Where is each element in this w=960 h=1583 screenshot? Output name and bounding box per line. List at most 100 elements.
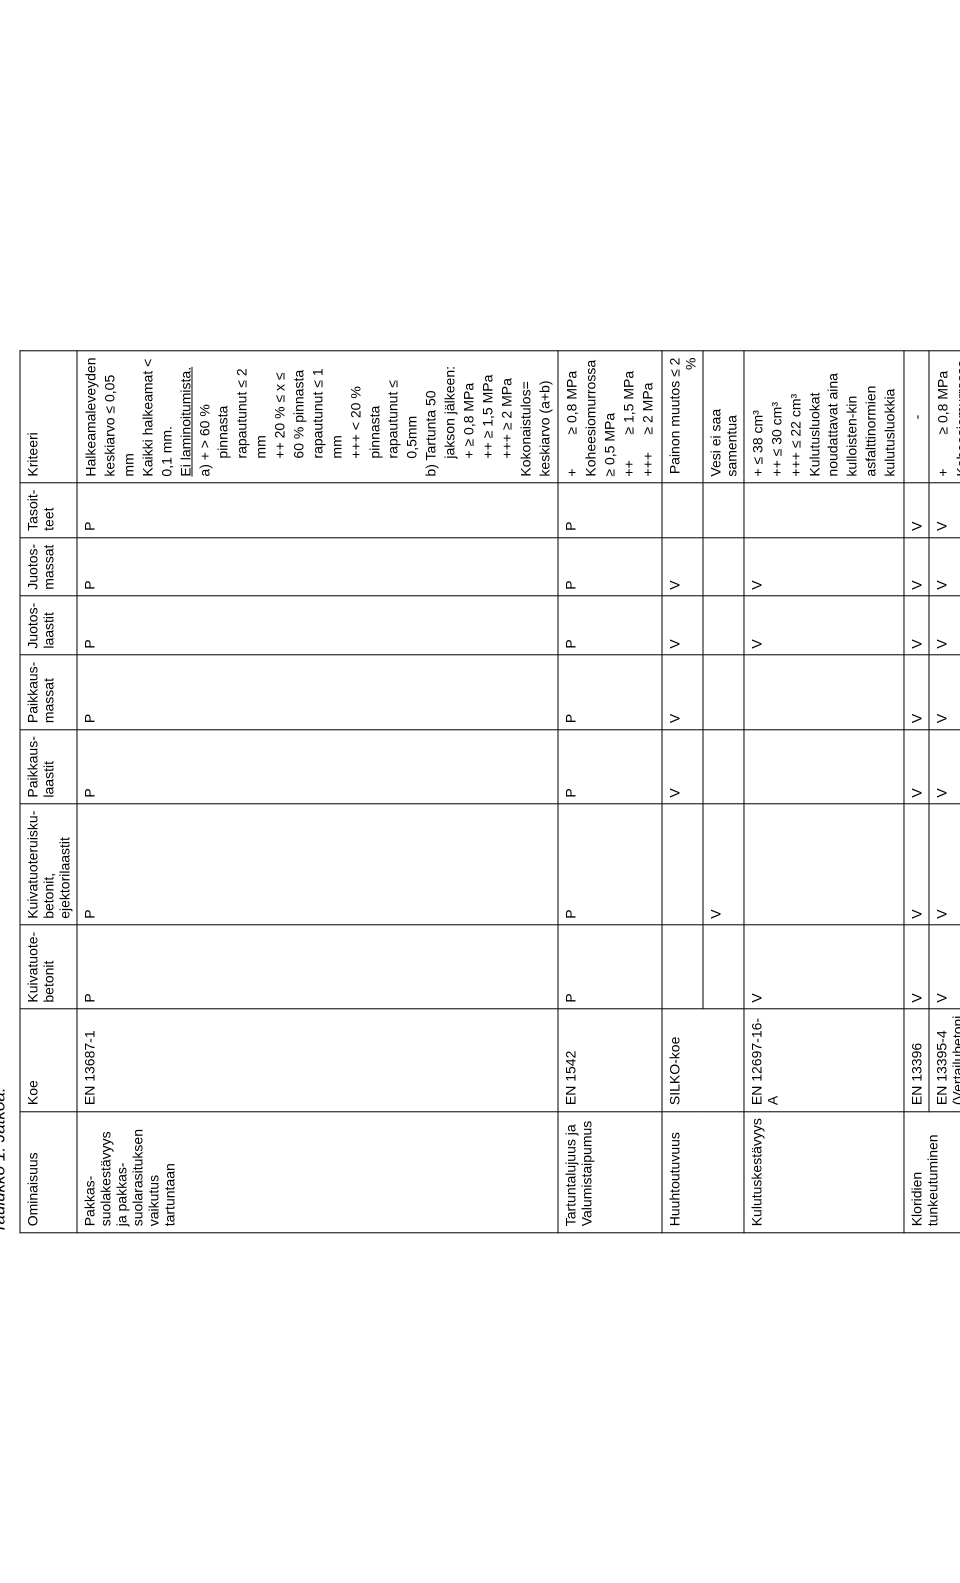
cell: SILKO-koe: [662, 1009, 744, 1112]
cell: [703, 483, 744, 537]
kriteeri-line: Koheesiomurrossa ≥ 0,5 MPa: [582, 359, 617, 476]
col-header: Juotos-massat: [20, 537, 77, 596]
col-header: Paikkaus-massat: [20, 655, 77, 729]
table-row: Kulutuskestävyys EN 12697-16-A V V V + ≤…: [744, 351, 904, 1233]
col-header: Tasoit-teet: [20, 483, 77, 537]
cell: [662, 925, 703, 1009]
col-header: Ominaisuus: [20, 1111, 77, 1232]
kriteeri-plus: +++: [638, 434, 657, 476]
cell: P: [558, 655, 661, 729]
kriteeri-line: +++ < 20 % pinnasta rapautunut ≤ 0,5mm: [346, 357, 422, 476]
page-container: V T T TUTKIMUSRAPORTTI VTT-R-01277-14 KO…: [0, 310, 960, 1273]
cell-kriteeri: Halkeamaleveyden keskiarvo ≤ 0,05 mm Kai…: [77, 351, 558, 483]
cell: EN 13395-4 (Vertailubetoni MC (0,40)): [929, 1009, 960, 1112]
cell: V: [904, 655, 929, 729]
cell: V: [929, 483, 960, 537]
cell: P: [558, 596, 661, 655]
kriteeri-val: ≥ 0,8 MPa: [934, 370, 950, 434]
cell: V: [929, 925, 960, 1009]
kriteeri-line: ++ ≤ 30 cm³: [768, 402, 784, 477]
cell: EN 1542: [558, 1009, 661, 1112]
cell-kriteeri: +≥ 0,8 MPa Koheesiomurrossa ≥ 0,5 MPa ++…: [558, 351, 661, 483]
cell: V: [904, 483, 929, 537]
cell: P: [558, 804, 661, 925]
cell: P: [77, 483, 558, 537]
cell: Kloridien tunkeutuminen: [904, 1111, 960, 1232]
cell: EN 12697-16-A: [744, 1009, 904, 1112]
kriteeri-line: Ei laminoitumista.: [177, 366, 193, 476]
cell: V: [744, 925, 904, 1009]
cell: [703, 596, 744, 655]
cell: V: [904, 537, 929, 596]
kriteeri-line: Kulutusluokat noudattavat aina kulloiste…: [806, 373, 898, 477]
kriteeri-line: ++ 20 % ≤ x ≤ 60 % pinnasta rapautunut ≤…: [270, 357, 346, 476]
cell: [703, 729, 744, 803]
cell: P: [77, 537, 558, 596]
cell: Kulutuskestävyys: [744, 1111, 904, 1232]
col-header: Paikkaus-laastit: [20, 729, 77, 803]
cell: [703, 537, 744, 596]
cell: V: [904, 925, 929, 1009]
cell-kriteeri: Painon muutos ≤ 2 %: [662, 351, 703, 483]
col-header: Kriteeri: [20, 351, 77, 483]
cell: V: [904, 729, 929, 803]
cell: V: [662, 596, 703, 655]
cell: [744, 804, 904, 925]
kriteeri-line: a) + > 60 % pinnasta rapautunut ≤ 2 mm: [195, 357, 271, 476]
cell: P: [77, 729, 558, 803]
cell: P: [558, 729, 661, 803]
kriteeri-line: + ≤ 38 cm³: [749, 410, 765, 476]
cell: V: [662, 537, 703, 596]
table-row: Pakkas-suolakestävyys ja pakkas-suolaras…: [77, 351, 558, 1233]
cell: V: [744, 596, 904, 655]
cell: V: [703, 804, 744, 925]
cell: V: [662, 655, 703, 729]
cell: P: [558, 483, 661, 537]
cell: V: [929, 804, 960, 925]
cell: [744, 655, 904, 729]
cell: V: [929, 596, 960, 655]
kriteeri-line: Koheesiomurrossa ≥ 0,5 MPa: [953, 359, 960, 476]
cell: P: [77, 925, 558, 1009]
cell: V: [929, 655, 960, 729]
cell: [744, 729, 904, 803]
cell: [703, 655, 744, 729]
cell: V: [929, 729, 960, 803]
cell: [662, 804, 703, 925]
cell: P: [77, 804, 558, 925]
cell-kriteeri: -: [904, 351, 929, 483]
cell: V: [904, 804, 929, 925]
cell: P: [558, 925, 661, 1009]
col-header: Kuivatuoteruisku-betonit, ejektorilaasti…: [20, 804, 77, 925]
table-row: EN 13395-4 (Vertailubetoni MC (0,40)) V …: [929, 351, 960, 1233]
table-caption: Taulukko 1. Jatkoa.: [0, 350, 9, 1233]
table-row: Tartuntalujuus ja Valumistaipumus EN 154…: [558, 351, 661, 1233]
cell: [703, 925, 744, 1009]
main-table: Ominaisuus Koe Kuivatuote-betonit Kuivat…: [19, 350, 960, 1233]
cell: V: [744, 537, 904, 596]
kriteeri-line: +++ ≥ 2 MPa: [497, 357, 516, 476]
col-header: Koe: [20, 1009, 77, 1112]
cell-kriteeri: Vesi ei saa samentua: [703, 351, 744, 483]
cell: V: [929, 537, 960, 596]
kriteeri-line: Kokonaistulos= keskiarvo (a+b): [517, 380, 552, 476]
kriteeri-line: + ≥ 0,8 MPa: [459, 357, 478, 476]
cell-kriteeri: +≥ 0,8 MPa Koheesiomurrossa ≥ 0,5 MPa ++…: [929, 351, 960, 483]
table-row: Huuhtoutuvuus SILKO-koe V V V V Painon m…: [662, 351, 703, 1233]
cell: EN 13687-1: [77, 1009, 558, 1112]
cell: Tartuntalujuus ja Valumistaipumus: [558, 1111, 661, 1232]
cell: [744, 483, 904, 537]
col-header: Kuivatuote-betonit: [20, 925, 77, 1009]
cell: EN 13396: [904, 1009, 929, 1112]
kriteeri-val: ≥ 2 MPa: [639, 382, 655, 434]
kriteeri-line: b) Tartunta 50 jakson jälkeen:: [421, 357, 459, 476]
kriteeri-val: ≥ 1,5 MPa: [620, 370, 636, 434]
cell: Huuhtoutuvuus: [662, 1111, 744, 1232]
kriteeri-plus: +: [563, 434, 582, 476]
cell: V: [662, 729, 703, 803]
cell: P: [558, 537, 661, 596]
kriteeri-plus: ++: [619, 434, 638, 476]
kriteeri-line: ++ ≥ 1,5 MPa: [478, 357, 497, 476]
kriteeri-plus: +: [933, 434, 952, 476]
kriteeri-line: Halkeamaleveyden keskiarvo ≤ 0,05 mm: [82, 357, 136, 476]
